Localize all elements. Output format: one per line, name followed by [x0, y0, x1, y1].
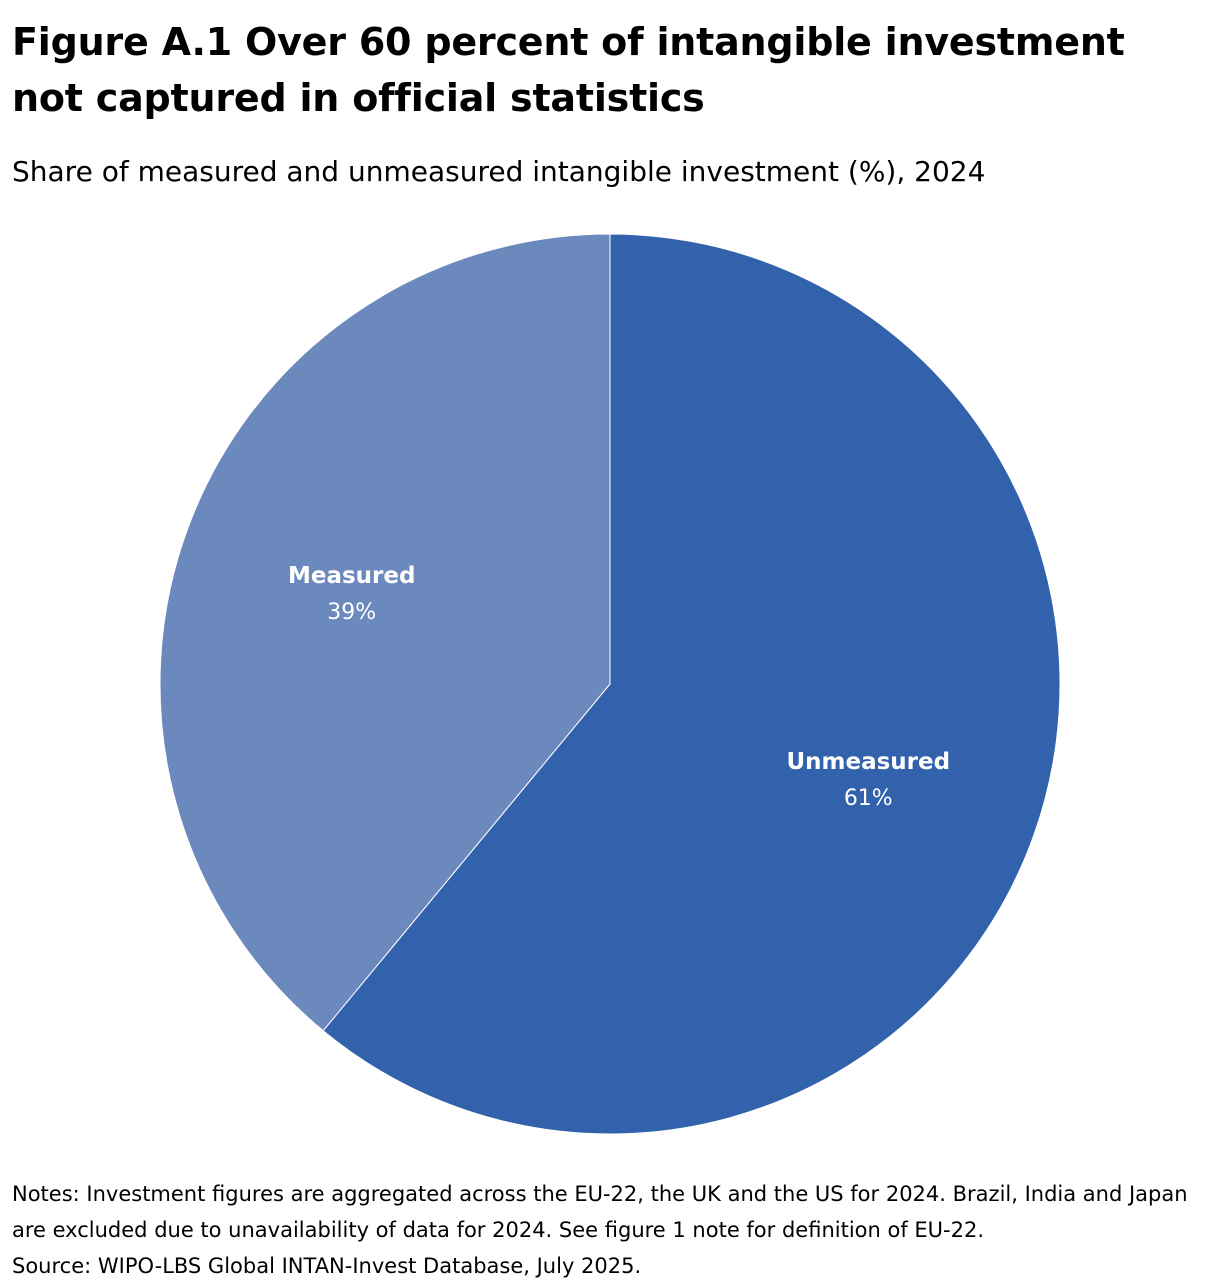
slice-label-unmeasured: Unmeasured	[786, 749, 950, 775]
notes-text: Notes: Investment figures are aggregated…	[12, 1182, 1188, 1242]
chart-notes: Notes: Investment figures are aggregated…	[12, 1176, 1208, 1284]
source-text: Source: WIPO-LBS Global INTAN-Invest Dat…	[12, 1254, 642, 1278]
slice-label-measured: Measured	[288, 563, 415, 589]
chart-title: Figure A.1 Over 60 percent of intangible…	[12, 20, 1125, 120]
pie-slice-measured	[159, 233, 611, 1032]
pie-slice-unmeasured	[322, 233, 1061, 1135]
slice-value-unmeasured: 61%	[844, 786, 893, 811]
slice-value-measured: 39%	[327, 600, 376, 625]
chart-subtitle: Share of measured and unmeasured intangi…	[12, 155, 986, 188]
